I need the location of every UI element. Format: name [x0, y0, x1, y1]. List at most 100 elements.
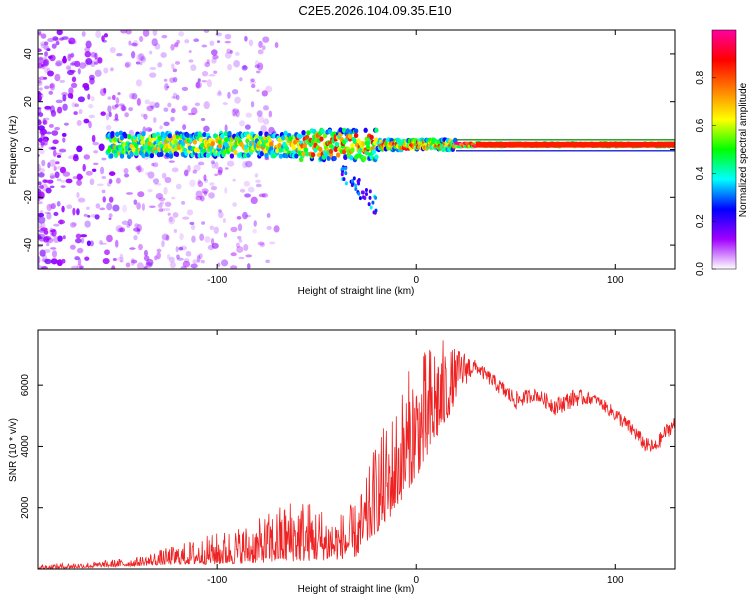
noise-speckle [237, 236, 242, 240]
signal-cell [233, 149, 238, 155]
signal-cell [369, 134, 374, 140]
noise-speckle [56, 154, 62, 158]
noise-speckle [38, 94, 42, 102]
signal-cell [259, 151, 264, 157]
noise-speckle [154, 102, 160, 109]
noise-speckle [223, 232, 228, 238]
signal-cell [283, 130, 288, 136]
noise-speckle [38, 111, 41, 116]
noise-speckle [107, 105, 112, 113]
noise-speckle [187, 112, 195, 116]
noise-speckle [43, 235, 52, 241]
signal-cell [229, 153, 235, 159]
noise-speckle [140, 56, 146, 62]
noise-speckle [181, 200, 186, 205]
colorbar-tick-label: 0.4 [695, 166, 706, 180]
colorbar-tick-label: 0.6 [695, 118, 706, 132]
noise-speckle [38, 62, 43, 69]
noise-speckle [61, 205, 65, 213]
noise-speckle [77, 68, 81, 75]
noise-speckle [104, 249, 110, 256]
noise-speckle [100, 242, 107, 245]
noise-speckle [211, 161, 216, 169]
noise-speckle [74, 256, 80, 261]
noise-speckle [152, 30, 158, 36]
noise-speckle [124, 173, 130, 178]
noise-speckle [43, 45, 50, 51]
noise-speckle [149, 72, 157, 78]
noise-speckle [88, 120, 92, 129]
noise-speckle [38, 80, 42, 84]
noise-speckle [44, 117, 50, 121]
noise-speckle [106, 234, 113, 243]
signal-cell [343, 154, 348, 161]
signal-cell [301, 151, 306, 157]
noise-speckle [203, 174, 207, 182]
dispersion-speckle [374, 195, 378, 200]
noise-speckle [50, 247, 57, 250]
noise-speckle [43, 41, 49, 46]
noise-speckle [224, 51, 232, 59]
noise-speckle [38, 215, 42, 219]
noise-speckle [41, 159, 46, 167]
noise-speckle [125, 192, 134, 195]
colorbar-tick-label: 0.0 [695, 262, 706, 276]
noise-speckle [160, 52, 167, 58]
noise-speckle [44, 65, 48, 74]
noise-speckle [100, 166, 105, 175]
noise-speckle [146, 258, 154, 266]
noise-speckle [74, 103, 80, 108]
noise-speckle [152, 178, 160, 185]
noise-speckle [76, 191, 80, 198]
noise-speckle [42, 58, 50, 67]
noise-speckle [257, 62, 264, 71]
noise-speckle [201, 80, 208, 83]
noise-speckle [56, 30, 63, 36]
noise-speckle [42, 119, 48, 125]
noise-speckle [38, 76, 46, 81]
noise-speckle [241, 65, 248, 71]
noise-speckle [38, 31, 42, 36]
noise-speckle [157, 62, 163, 68]
dispersion-speckle [367, 202, 371, 207]
noise-speckle [92, 141, 100, 146]
noise-speckle [40, 43, 45, 49]
noise-speckle [192, 169, 198, 174]
noise-speckle [227, 64, 233, 71]
signal-cell [167, 133, 172, 139]
noise-speckle [62, 171, 71, 177]
noise-speckle [132, 39, 139, 48]
y-tick-label: 40 [23, 48, 34, 60]
noise-speckle [108, 217, 112, 220]
noise-speckle [41, 222, 46, 230]
signal-cell [192, 139, 198, 145]
noise-speckle [195, 190, 203, 198]
noise-speckle [124, 112, 129, 118]
noise-speckle [209, 182, 215, 186]
noise-speckle [140, 113, 145, 118]
noise-speckle [136, 98, 141, 106]
signal-cell [205, 152, 211, 158]
noise-speckle [173, 229, 178, 234]
noise-speckle [69, 54, 74, 59]
signal-cell [326, 155, 331, 161]
snr-marks [38, 340, 675, 569]
colorbar-tick-label: 0.2 [695, 214, 706, 228]
noise-speckle [80, 237, 85, 244]
noise-speckle [150, 105, 155, 109]
noise-speckle [65, 64, 72, 70]
colorbar-label: Normalized spectral amplitude [738, 82, 749, 217]
noise-speckle [172, 68, 178, 73]
noise-speckle [59, 79, 66, 83]
noise-speckle [168, 216, 176, 225]
noise-speckle [218, 211, 224, 219]
noise-speckle [251, 83, 256, 89]
noise-speckle [77, 197, 86, 203]
noise-speckle [182, 260, 191, 268]
noise-speckle [143, 265, 147, 269]
noise-speckle [165, 234, 170, 241]
noise-speckle [175, 246, 179, 253]
noise-speckle [171, 196, 176, 200]
noise-speckle [258, 40, 263, 49]
noise-speckle [224, 40, 232, 44]
